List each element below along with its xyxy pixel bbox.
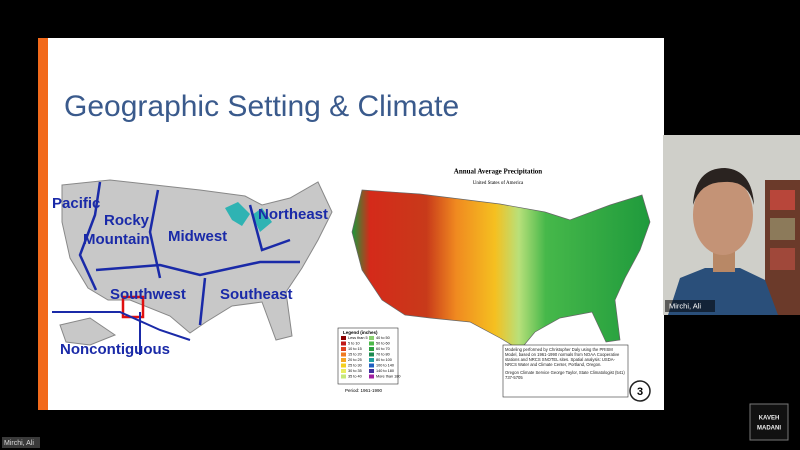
legend-label: 5 to 10 — [348, 342, 360, 346]
books — [770, 190, 795, 210]
name-tag — [665, 300, 715, 312]
person-face — [693, 175, 753, 255]
books — [770, 218, 795, 240]
inset-border — [52, 311, 191, 355]
legend-swatch — [369, 352, 374, 357]
region-border — [78, 181, 102, 291]
region-border — [95, 260, 300, 277]
legend-swatch — [341, 358, 346, 362]
region-label: Mountain — [83, 231, 150, 248]
legend-label: 60 to 70 — [376, 347, 390, 351]
legend-swatch — [369, 347, 374, 351]
legend-label: 40 to 50 — [376, 336, 390, 340]
legend-label: 100 to 140 — [376, 364, 394, 368]
legend-label: More than 180 — [376, 375, 401, 379]
legend-swatch — [369, 374, 374, 379]
legend-label: 30 to 35 — [348, 369, 362, 373]
self-view-tag — [2, 437, 40, 448]
legend-swatch — [341, 363, 346, 368]
legend-swatch — [341, 369, 346, 373]
legend-box — [337, 327, 399, 385]
legend-label: Less than 5 — [348, 336, 368, 340]
region-label: Midwest — [168, 228, 227, 245]
legend-swatch — [341, 352, 346, 357]
page-number-circle — [629, 380, 651, 402]
note: Modeling performed by Christopher Daly u… — [505, 347, 625, 380]
logo-line1: KAVEH — [759, 416, 780, 422]
person-neck — [713, 250, 735, 272]
person-hair — [693, 168, 754, 205]
logo-line2: MADANI — [757, 426, 781, 432]
legend-label: 80 to 100 — [376, 358, 392, 362]
self-view-name: Mirchi, Ali — [4, 440, 34, 447]
precip-map: Annual Average Precipitation United Stat… — [337, 168, 651, 402]
books — [770, 248, 795, 270]
legend-label: 10 to 15 — [348, 347, 362, 351]
great-lakes — [225, 202, 250, 226]
legend-swatch — [341, 336, 346, 340]
region-label: Southwest — [110, 286, 186, 303]
accent-bar — [38, 38, 48, 410]
legend-swatch — [341, 374, 346, 379]
participant-name: Mirchi, Ali — [669, 301, 701, 310]
legend-title: Legend (inches) — [343, 330, 378, 335]
legend-label: 20 to 25 — [348, 358, 362, 362]
region-border — [248, 204, 291, 252]
great-lakes — [252, 208, 272, 232]
legend-label: 15 to 20 — [348, 353, 362, 357]
region-label: Noncontiguous — [60, 341, 170, 358]
legend-swatch — [369, 358, 374, 362]
legend-label: 140 to 180 — [376, 369, 394, 373]
legend-label: 50 to 60 — [376, 342, 390, 346]
region-label: Northeast — [258, 206, 328, 223]
note-box — [502, 344, 629, 398]
precip-surface — [351, 189, 651, 351]
legend-swatch — [341, 341, 346, 346]
map-title: Annual Average Precipitation — [454, 168, 543, 176]
region-label: Rocky — [104, 212, 150, 229]
region-label: Southeast — [220, 286, 293, 303]
region-border — [198, 277, 207, 326]
legend-label: 25 to 30 — [348, 364, 362, 368]
credit-text: Oregon Climate Service George Taylor, St… — [505, 370, 625, 380]
logo — [749, 403, 789, 441]
legend-swatch — [369, 369, 374, 373]
legend-label: 70 to 80 — [376, 353, 390, 357]
participant-video: Mirchi, Ali — [663, 135, 800, 315]
region-border — [148, 189, 162, 279]
legend-label: 35 to 40 — [348, 375, 362, 379]
legend-swatch — [369, 336, 374, 340]
legend-swatch — [341, 347, 346, 351]
alaska — [59, 317, 117, 346]
period: Period: 1961-1990 — [345, 388, 383, 393]
legend-swatch — [369, 363, 374, 368]
region-label: Pacific — [52, 195, 100, 212]
regions-map: Pacific Rocky Mountain Midwest Northeast… — [52, 179, 333, 358]
legend-swatch — [369, 341, 374, 346]
slide-title: Geographic Setting & Climate — [64, 90, 459, 123]
note-text: Modeling performed by Christopher Daly u… — [505, 347, 620, 367]
map-subtitle: United States of America — [473, 181, 524, 186]
page-number: 3 — [637, 386, 643, 398]
